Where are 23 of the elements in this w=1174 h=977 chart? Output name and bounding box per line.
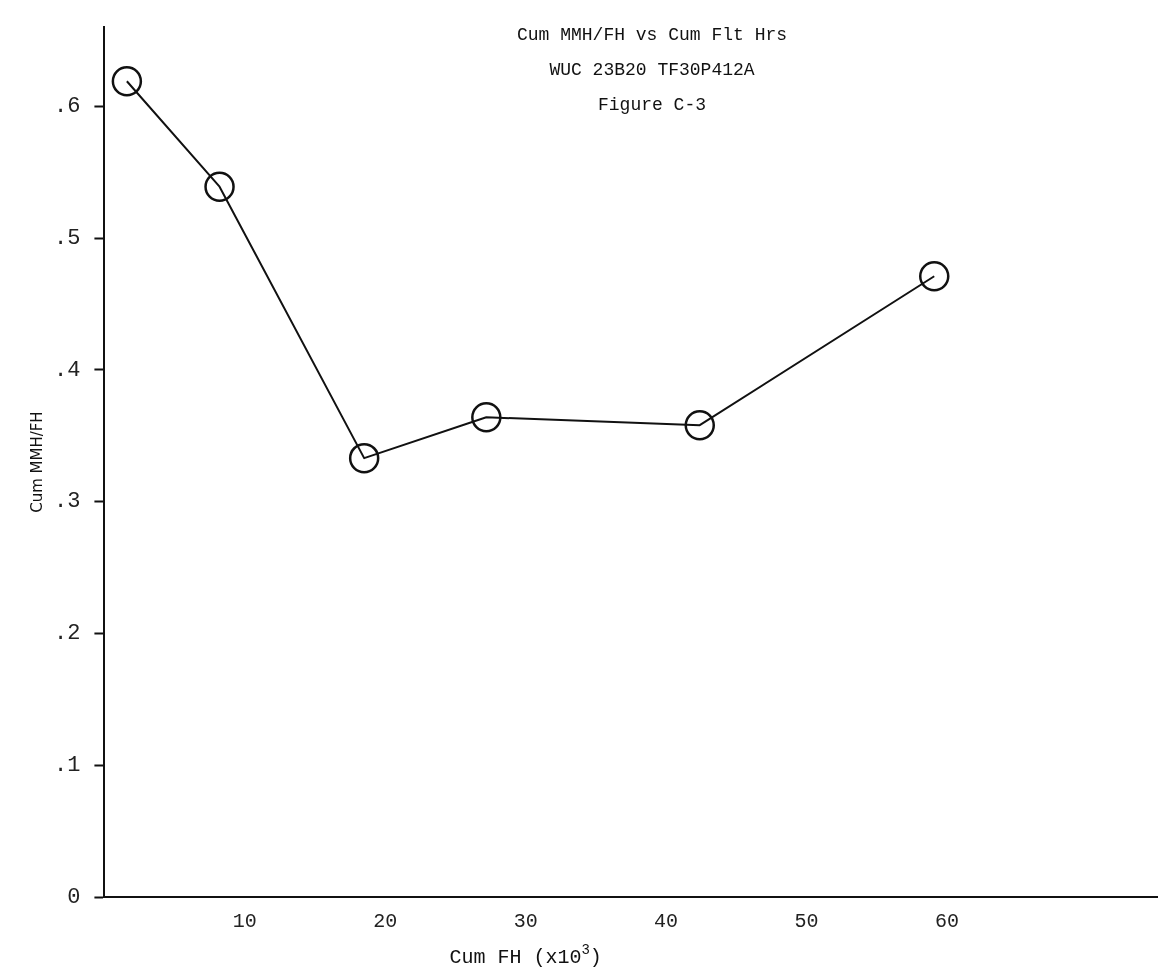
x-tick-label: 40 bbox=[654, 910, 679, 934]
y-tick-label: .5 bbox=[54, 225, 81, 251]
point bbox=[204, 171, 235, 202]
y-tick-label: 0 bbox=[67, 884, 81, 910]
y-tick-label: .3 bbox=[54, 489, 81, 515]
point bbox=[918, 261, 950, 292]
point bbox=[471, 402, 502, 433]
y-tick-label: .4 bbox=[54, 357, 81, 383]
y-tick-label: .2 bbox=[54, 621, 81, 647]
x-tick-label: 50 bbox=[794, 910, 819, 934]
y-tick-label: .6 bbox=[54, 94, 81, 120]
point bbox=[348, 442, 380, 474]
x-tick-label: 20 bbox=[373, 910, 398, 934]
chart-title: Cum MMH/FH vs Cum Flt Hrs bbox=[516, 24, 788, 45]
point bbox=[684, 409, 715, 441]
y-tick-label: .1 bbox=[54, 753, 81, 779]
text: WUC 23B20 TF30P412A bbox=[549, 59, 755, 80]
x-tick-label: 10 bbox=[232, 910, 257, 934]
x-tick-label: 30 bbox=[513, 910, 538, 934]
annotation: Figure C-3 bbox=[598, 94, 707, 115]
y-axis-title: Cum MMH/FH bbox=[27, 411, 46, 513]
point bbox=[111, 65, 143, 97]
x-tick-label: 60 bbox=[934, 910, 959, 934]
